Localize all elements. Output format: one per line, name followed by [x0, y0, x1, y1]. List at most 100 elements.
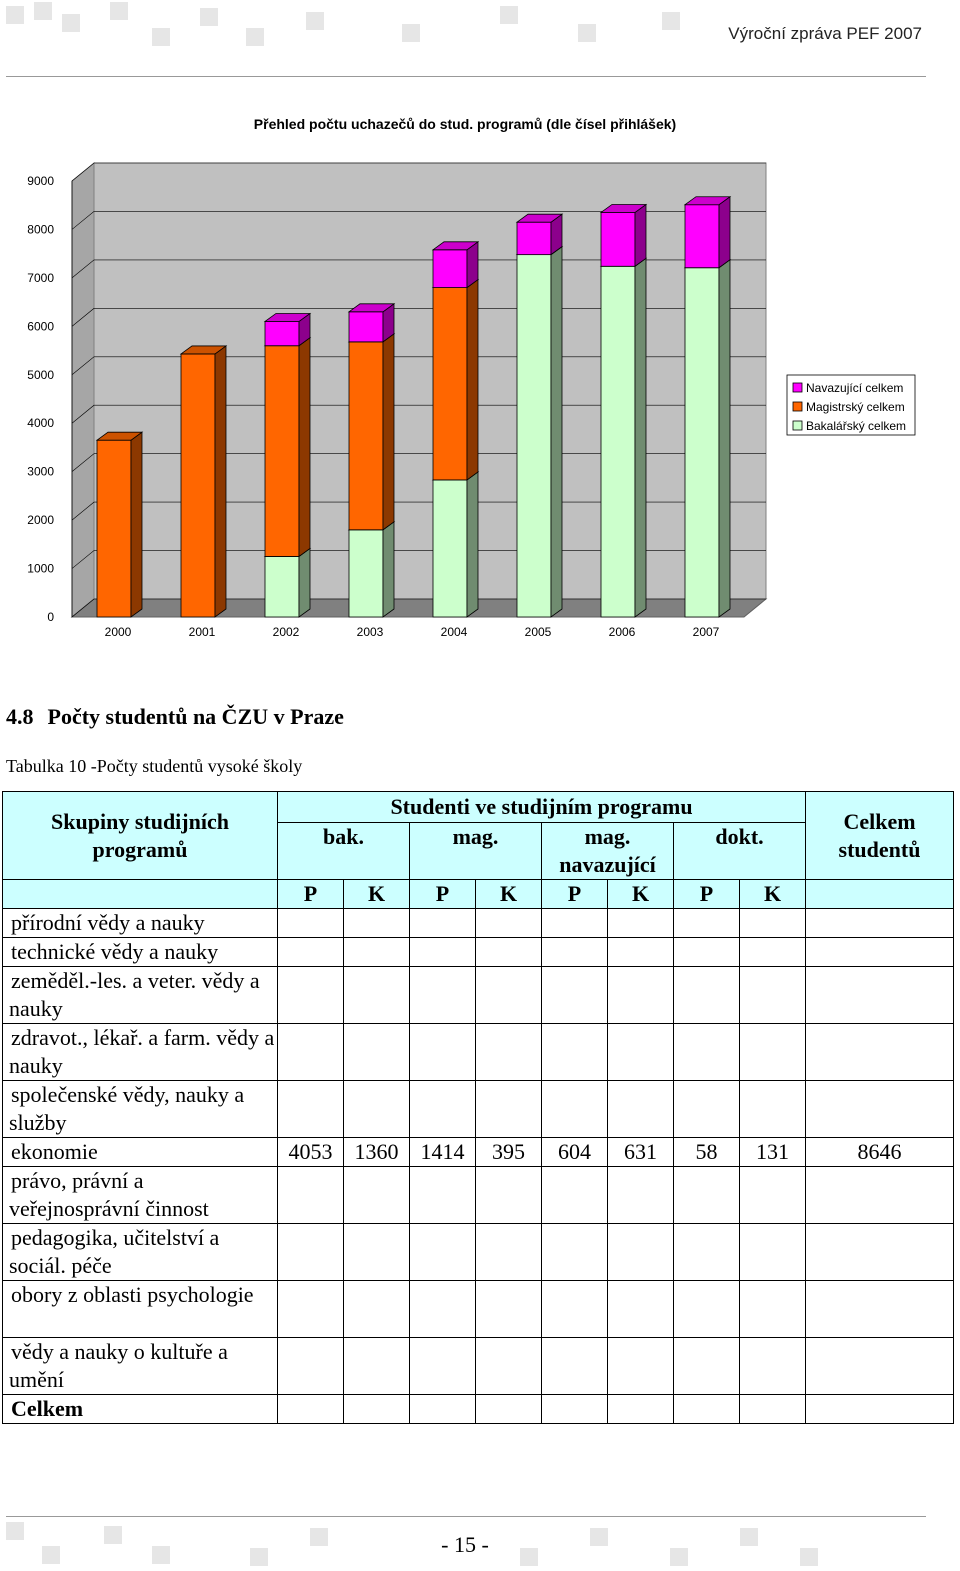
value-cell — [475, 1394, 542, 1424]
group-column-header: Skupiny studijních programů — [2, 791, 278, 880]
value-cell: 631 — [607, 1137, 674, 1167]
y-tick-label: 1000 — [27, 562, 54, 576]
value-cell — [673, 966, 740, 1024]
value-cell — [475, 908, 542, 938]
value-cell — [541, 1166, 608, 1224]
bar-segment-front — [180, 353, 216, 618]
x-tick-label: 2004 — [441, 625, 468, 639]
students-in-program-header: Studenti ve studijním programu — [276, 791, 807, 823]
form-header: K — [607, 879, 674, 909]
value-cell — [475, 1337, 542, 1395]
value-cell — [475, 1023, 542, 1081]
bar-segment-top — [95, 431, 144, 441]
total-cell — [805, 1223, 955, 1281]
group-cell: právo, právní a veřejnosprávní činnost — [2, 1166, 278, 1224]
value-cell — [738, 966, 807, 1024]
section-number: 4.8 — [6, 704, 34, 729]
value-cell — [277, 1223, 344, 1281]
value-cell — [409, 966, 476, 1024]
gridline — [71, 162, 766, 182]
value-cell — [343, 1166, 410, 1224]
bar-segment — [431, 241, 480, 289]
value-cell — [409, 1280, 476, 1338]
group-cell: technické vědy a nauky — [2, 937, 278, 967]
form-header: K — [738, 879, 807, 909]
bar-segment-side — [550, 245, 563, 618]
value-cell — [277, 1166, 344, 1224]
program-header-bak: bak. — [277, 822, 410, 880]
value-cell — [409, 1394, 476, 1424]
value-cell — [673, 1280, 740, 1338]
header-rule — [6, 76, 926, 77]
bar-segment — [347, 521, 396, 618]
bar-segment — [263, 336, 312, 558]
legend-label: Navazující celkem — [806, 381, 903, 395]
group-cell: obory z oblasti psychologie — [2, 1280, 278, 1338]
bar-segment-front — [516, 221, 552, 256]
table-row: přírodní vědy a nauky — [2, 908, 955, 938]
table-row: vědy a nauky o kultuře a umění — [2, 1337, 955, 1395]
program-header-mag: mag. — [409, 822, 542, 880]
value-cell — [343, 966, 410, 1024]
legend-swatch — [792, 382, 803, 393]
legend-swatch — [792, 420, 803, 431]
legend-swatch — [792, 401, 803, 412]
chart-legend-box — [786, 374, 916, 436]
value-cell — [738, 1337, 807, 1395]
value-cell — [475, 966, 542, 1024]
bar-segment-front — [432, 479, 468, 618]
total-cell — [805, 1337, 955, 1395]
bar-segment-front — [600, 265, 636, 618]
bar-segment-top — [431, 241, 480, 251]
bar-segment-side — [382, 521, 395, 618]
bar-segment — [599, 257, 648, 618]
x-tick-label: 2005 — [525, 625, 552, 639]
bar-segment — [431, 471, 480, 618]
value-cell — [738, 937, 807, 967]
bar-segment-front — [684, 267, 720, 618]
value-cell — [607, 966, 674, 1024]
value-cell — [343, 908, 410, 938]
bar-segment-side — [298, 547, 311, 618]
value-cell — [277, 908, 344, 938]
bar-segment-front — [432, 287, 468, 481]
table-row: právo, právní a veřejnosprávní činnost — [2, 1166, 955, 1224]
bar-segment — [515, 245, 564, 618]
table-row: obory z oblasti psychologie — [2, 1280, 955, 1338]
table-body: přírodní vědy a nauky technické vědy a na… — [2, 908, 955, 1424]
group-cell: zdravot., lékař. a farm. vědy a nauky — [2, 1023, 278, 1081]
bar-segment-top — [347, 303, 396, 313]
value-cell: 58 — [673, 1137, 740, 1167]
bar-segment — [683, 258, 732, 618]
program-header-dokt: dokt. — [672, 822, 807, 880]
value-cell — [541, 937, 608, 967]
bar-segment — [347, 303, 396, 343]
value-cell — [607, 1166, 674, 1224]
value-cell — [738, 1394, 807, 1424]
x-tick-label: 2002 — [273, 625, 300, 639]
value-cell — [277, 1080, 344, 1138]
value-cell: 1414 — [409, 1137, 476, 1167]
value-cell — [343, 937, 410, 967]
group-cell: Celkem — [2, 1394, 278, 1424]
form-header: P — [409, 879, 476, 909]
value-cell — [738, 1080, 807, 1138]
value-cell — [409, 1223, 476, 1281]
bar-segment-front — [264, 556, 300, 618]
stacked-bar-chart: 0 1000 2000 3000 4000 5000 6000 7000 8000 9000 200… — [27, 161, 916, 639]
value-cell — [541, 1394, 608, 1424]
bar-segment — [599, 203, 648, 268]
forms-spacer — [805, 879, 955, 909]
bar-segment-side — [634, 203, 647, 268]
value-cell: 395 — [475, 1137, 542, 1167]
value-cell — [409, 1023, 476, 1081]
value-cell — [409, 1337, 476, 1395]
bar-segment — [179, 345, 228, 618]
value-cell — [541, 1080, 608, 1138]
bar-segment — [347, 333, 396, 531]
value-cell: 131 — [738, 1137, 807, 1167]
bar-segment-top — [515, 213, 564, 223]
value-cell — [409, 937, 476, 967]
x-tick-label: 2000 — [105, 625, 132, 639]
group-cell: ekonomie — [2, 1137, 278, 1167]
